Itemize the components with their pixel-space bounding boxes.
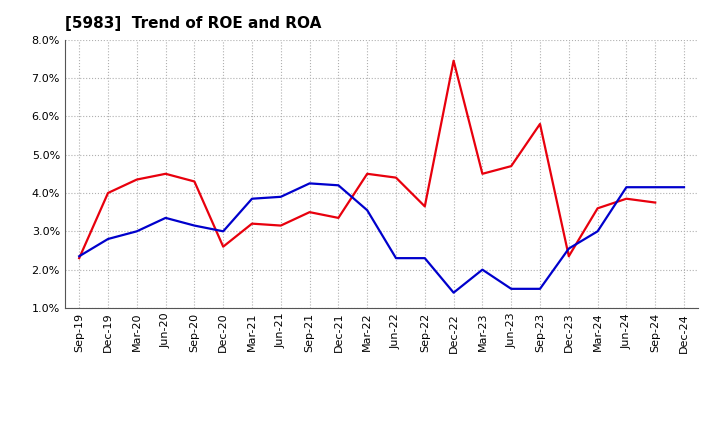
ROA <box>363 208 372 213</box>
ROE <box>161 171 170 176</box>
ROE <box>564 253 573 259</box>
ROA <box>161 215 170 220</box>
ROA <box>564 246 573 251</box>
ROA <box>420 256 429 261</box>
ROE <box>276 223 285 228</box>
Text: [5983]  Trend of ROE and ROA: [5983] Trend of ROE and ROA <box>65 16 321 32</box>
ROE <box>593 205 602 211</box>
ROE <box>132 177 141 182</box>
ROA <box>651 184 660 190</box>
ROA <box>449 290 458 295</box>
ROE <box>622 196 631 202</box>
ROE <box>536 121 544 127</box>
ROA <box>680 184 688 190</box>
ROA <box>190 223 199 228</box>
ROA <box>132 229 141 234</box>
ROE <box>190 179 199 184</box>
ROA <box>276 194 285 199</box>
ROA <box>536 286 544 291</box>
ROA <box>507 286 516 291</box>
ROA <box>392 256 400 261</box>
ROE <box>248 221 256 226</box>
ROA <box>334 183 343 188</box>
Line: ROE: ROE <box>79 61 655 258</box>
ROE <box>104 191 112 196</box>
ROA <box>104 236 112 242</box>
ROE <box>363 171 372 176</box>
ROE <box>305 209 314 215</box>
ROE <box>420 204 429 209</box>
ROE <box>651 200 660 205</box>
ROA <box>248 196 256 202</box>
ROA <box>593 229 602 234</box>
ROA <box>75 253 84 259</box>
Line: ROA: ROA <box>79 183 684 293</box>
ROE <box>219 244 228 249</box>
ROA <box>219 229 228 234</box>
ROE <box>507 164 516 169</box>
ROE <box>75 256 84 261</box>
ROE <box>478 171 487 176</box>
ROA <box>478 267 487 272</box>
ROE <box>392 175 400 180</box>
ROA <box>305 181 314 186</box>
ROA <box>622 184 631 190</box>
ROE <box>334 215 343 220</box>
ROE <box>449 58 458 63</box>
